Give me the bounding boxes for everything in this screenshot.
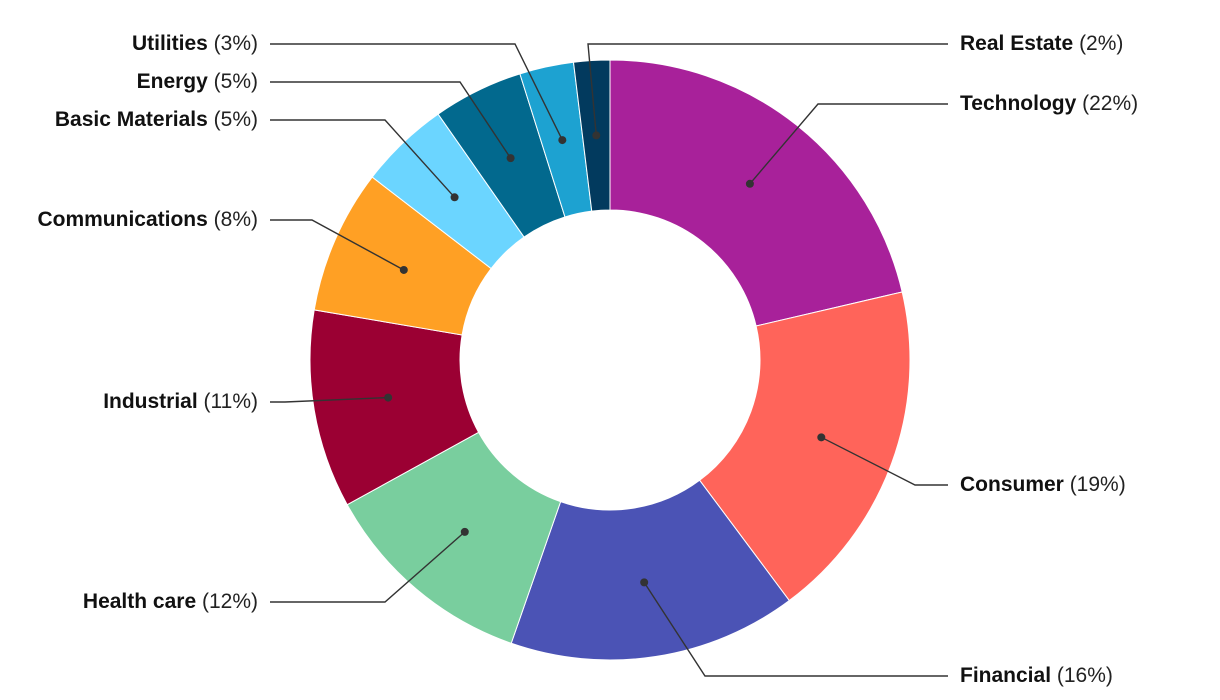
slice-label-name: Financial xyxy=(960,664,1051,687)
leader-line xyxy=(270,396,389,403)
slice-label-percent: (19%) xyxy=(1064,473,1126,496)
slice-label-name: Communications xyxy=(37,208,207,231)
slice-label: Industrial (11%) xyxy=(103,390,258,413)
leader-dot xyxy=(506,154,515,163)
slice-label-percent: (3%) xyxy=(208,32,258,55)
slice-label: Financial (16%) xyxy=(960,664,1113,687)
leader-dot xyxy=(450,193,459,202)
slice-consumer xyxy=(698,291,911,602)
slice-label-name: Technology xyxy=(960,92,1077,115)
slice-label: Technology (22%) xyxy=(960,92,1138,115)
slice-label-name: Industrial xyxy=(103,390,198,413)
leader-line xyxy=(270,81,512,159)
leader-line xyxy=(820,436,948,486)
slice-label-name: Basic Materials xyxy=(55,108,208,131)
slice-label-name: Health care xyxy=(83,590,196,613)
slice-label-name: Energy xyxy=(137,70,209,93)
leader-line xyxy=(587,43,948,136)
slice-labels: Technology (22%) Consumer (19%) Financial … xyxy=(37,32,1138,687)
slice-financial xyxy=(510,479,790,661)
slice-label: Utilities (3%) xyxy=(132,32,258,55)
slice-label: Communications (8%) xyxy=(37,208,258,231)
slice-label-percent: (8%) xyxy=(208,208,258,231)
leader-dot xyxy=(384,393,393,402)
leader-line xyxy=(643,582,948,677)
leader-line xyxy=(270,219,405,271)
leader-dot xyxy=(592,131,601,140)
leader-dot xyxy=(640,578,649,587)
slice-label: Real Estate (2%) xyxy=(960,32,1123,55)
slice-label-percent: (2%) xyxy=(1073,32,1123,55)
slice-label-percent: (12%) xyxy=(196,590,258,613)
slice-label-name: Consumer xyxy=(960,473,1064,496)
slice-label: Energy (5%) xyxy=(137,70,258,93)
slice-label: Health care (12%) xyxy=(83,590,258,613)
slice-health-care xyxy=(346,431,562,644)
leader-dot xyxy=(745,179,754,188)
leader-dot xyxy=(558,136,567,145)
slice-real-estate xyxy=(572,59,611,212)
slice-label-percent: (16%) xyxy=(1051,664,1113,687)
leader-line xyxy=(270,119,456,198)
slice-label-name: Utilities xyxy=(132,32,208,55)
leader-dot xyxy=(817,433,826,442)
leader-line xyxy=(270,43,563,141)
slice-label-percent: (11%) xyxy=(198,390,258,413)
slice-label-percent: (22%) xyxy=(1076,92,1138,115)
slice-label: Consumer (19%) xyxy=(960,473,1126,496)
slice-label-name: Real Estate xyxy=(960,32,1073,55)
leader-dot xyxy=(460,527,469,536)
slice-label: Basic Materials (5%) xyxy=(55,108,258,131)
slice-technology xyxy=(609,59,903,327)
leader-line xyxy=(749,103,948,185)
leader-dot xyxy=(399,265,408,274)
slice-label-percent: (5%) xyxy=(208,108,258,131)
leader-lines xyxy=(270,43,948,677)
leader-line xyxy=(270,531,466,603)
slice-label-percent: (5%) xyxy=(208,70,258,93)
donut-slices xyxy=(309,59,911,661)
